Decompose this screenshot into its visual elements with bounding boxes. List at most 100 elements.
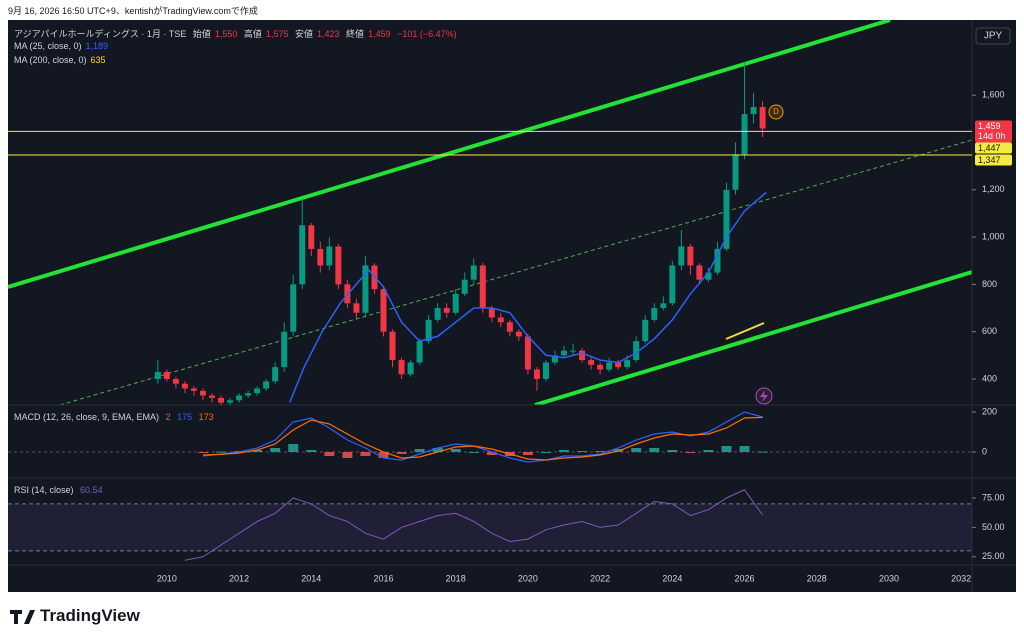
candle-body (326, 246, 333, 266)
histogram-bar (432, 448, 443, 452)
pane (8, 62, 972, 405)
x-tick-label: 2032 (951, 573, 971, 583)
logo-mark (10, 610, 35, 624)
candle-body (615, 362, 622, 368)
pane (8, 489, 972, 561)
x-tick-label: 2020 (518, 573, 538, 583)
histogram-bar (270, 448, 281, 452)
candle-body (208, 395, 215, 398)
candle-body (570, 350, 577, 352)
ohlc-name: 高値 (243, 29, 262, 39)
ohlc-name: 始値 (192, 29, 211, 39)
x-tick-label: 2014 (301, 573, 321, 583)
currency[interactable]: JPY (984, 31, 1003, 42)
histogram-bar (577, 451, 588, 452)
event-icon (760, 390, 768, 402)
level-box (975, 142, 1012, 154)
candle-body (579, 350, 586, 361)
x-tick-label: 2026 (735, 573, 755, 583)
ma-value: 1,189 (85, 41, 109, 51)
ohlc-value: 1,423 (317, 29, 340, 39)
rsi-value: 60.54 (80, 485, 103, 495)
dividend-badge[interactable] (768, 104, 784, 120)
histogram-bar (197, 452, 208, 453)
dividend-badge-letter[interactable]: D (773, 107, 779, 116)
candle-body (199, 390, 206, 396)
y-tick-label: 0 (982, 446, 987, 456)
x-tick-label: 2018 (446, 573, 466, 583)
candle-body (335, 246, 342, 285)
candle-body (308, 225, 315, 249)
macd-line (202, 411, 763, 463)
x-tick-label: 2016 (373, 573, 393, 583)
histogram-bar (486, 452, 497, 455)
drawings (8, 20, 972, 405)
y-tick-label: 1,200 (982, 184, 1005, 194)
ma-name: MA (200, close, 0) (14, 55, 87, 65)
last-price-box (975, 120, 1012, 143)
histogram-bar (288, 444, 299, 452)
candle-body (172, 378, 179, 384)
candle-body (416, 341, 423, 363)
candle-body (606, 362, 613, 370)
trend-line (725, 322, 765, 340)
histogram-bar (739, 446, 750, 452)
candle-body (281, 331, 288, 368)
candle-body (488, 308, 495, 318)
candle-body (642, 319, 649, 342)
histogram-bar (468, 452, 479, 453)
channel-upper (8, 20, 891, 289)
histogram-bar (540, 452, 551, 453)
macd-value: 175 (177, 412, 193, 422)
histogram-bar (757, 451, 768, 453)
candle-body (398, 360, 405, 375)
histogram-bar (216, 451, 227, 453)
histogram-bar (378, 452, 389, 458)
histogram-bar (685, 452, 696, 453)
candle-body (669, 265, 676, 304)
histogram-bar (450, 449, 461, 452)
candle-body (154, 371, 161, 379)
level-label: 1,447 (978, 143, 1001, 153)
histogram-bar (649, 448, 660, 452)
candle-body (407, 362, 414, 375)
logo[interactable]: TradingView (40, 606, 140, 625)
histogram-bar (631, 448, 642, 452)
channel-middle (59, 139, 972, 405)
candle-body (542, 362, 549, 379)
histogram-bar (360, 452, 371, 456)
macd-legend: MACD (12, 26, close, 9, EMA, EMA) 2 175 … (14, 412, 218, 422)
macd-value: 2 (165, 412, 171, 422)
candle-body (452, 293, 459, 313)
price-legend: アジアパイルホールディングス · 1月 · TSE 始値 1,550 高値 1,57… (14, 27, 461, 40)
pane (8, 411, 972, 463)
candle-body (723, 189, 730, 249)
candle-body (515, 331, 522, 337)
histogram-bar (721, 446, 732, 452)
ohlc-value: 1,575 (265, 29, 289, 39)
y-tick-label: 600 (982, 326, 997, 336)
candle-body (633, 341, 640, 361)
candle-body (470, 265, 477, 280)
histogram-bar (667, 450, 678, 452)
level-label: 1,347 (978, 155, 1001, 165)
candle-body (732, 154, 739, 190)
ohlc-name: 安値 (294, 29, 313, 39)
histogram-bar (306, 450, 317, 452)
rsi-name: RSI (14, close) (14, 485, 74, 495)
histogram-bar (595, 451, 606, 452)
level-box (975, 154, 1012, 166)
candle-body (533, 369, 540, 379)
histogram-bar (252, 450, 263, 452)
histogram-bar (396, 452, 407, 454)
y-tick-label: 25.00 (982, 551, 1005, 561)
y-tick-label: 75.00 (982, 492, 1005, 502)
y-tick-label: 800 (982, 279, 997, 289)
moving-average (288, 191, 767, 403)
candle-body (272, 367, 279, 382)
currency-button[interactable] (975, 27, 1011, 45)
histogram-bar (522, 452, 533, 455)
last-price-label: 1,459 (978, 121, 1001, 131)
